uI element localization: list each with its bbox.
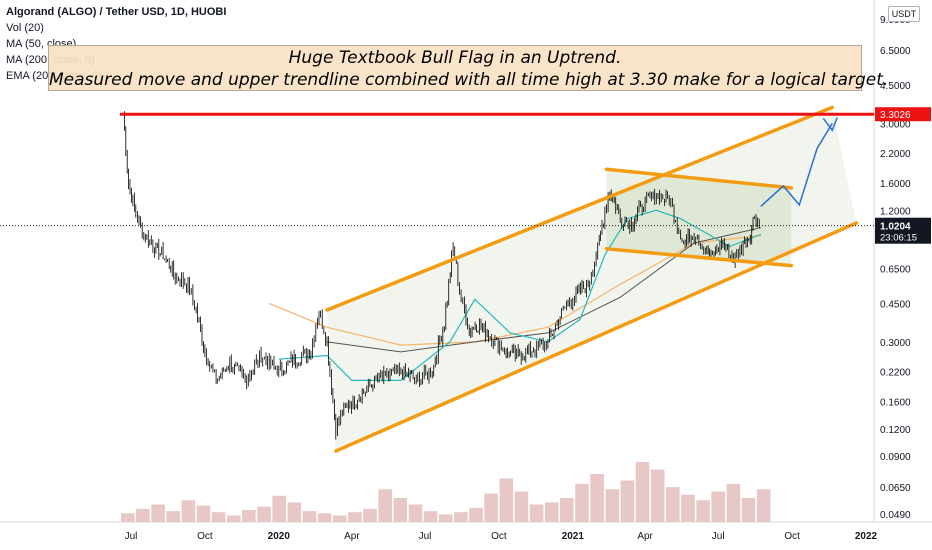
currency-label[interactable]: USDT [888,6,920,22]
volume-bar [272,495,286,522]
price-tick-label: 0.0900 [880,452,911,463]
price-tick-label: 3.0000 [880,119,911,130]
legend-volume: Vol (20) [6,22,44,34]
lower-channel-trendline [334,221,859,453]
volume-bar [211,512,226,522]
time-tick-label: Jul [712,531,725,542]
price-tick-label: 0.6500 [880,265,911,276]
volume-bar [227,515,241,522]
volume-bar [151,504,165,522]
time-tick-label: Apr [637,531,653,542]
volume-bar [333,515,347,522]
volume-bar [242,510,256,522]
volume-bar [620,480,635,522]
price-tick-label: 1.6000 [880,179,911,190]
volume-bar [136,508,150,522]
time-tick-label: Jul [125,531,138,542]
time-tick-label: Apr [344,531,360,542]
volume-bar [696,500,710,522]
volume-bar [635,462,650,522]
volume-bar [469,507,483,522]
volume-bar [166,511,180,522]
volume-bar [423,511,438,522]
price-tick-label: 2.2000 [880,149,911,160]
time-tick-label: 2022 [855,531,878,542]
price-tick-label: 0.0490 [880,510,911,521]
volume-bar [666,487,680,522]
ema200-line [268,234,761,346]
time-tick-label: Oct [197,531,213,542]
annotation-line-1: Huge Textbook Bull Flag in an Uptrend. [288,48,622,68]
volume-bar [499,478,514,522]
volume-bar [378,489,392,522]
volume-bar [605,489,620,522]
volume-bar [575,483,589,522]
ath-price-tag-label: 3.3026 [880,110,911,121]
volume-bar [181,500,196,522]
volume-bar [121,513,135,522]
current-price-label: 1.0204 [880,222,911,233]
volume-bar [756,489,771,522]
price-tick-label: 0.1200 [880,425,911,436]
time-tick-label: 2020 [268,531,291,542]
flag-lower-trendline [604,247,794,268]
annotation-line-2: Measured move and upper trendline combin… [49,70,889,90]
price-axis-bg [874,0,932,550]
price-tick-label: 6.5000 [880,46,911,57]
time-tick-label: Jul [419,531,432,542]
volume-bar [726,483,741,522]
bar-countdown-label: 23:06:15 [880,233,917,244]
volume-bar [650,469,665,522]
volume-bar [196,505,211,522]
time-tick-label: 2021 [562,531,585,542]
volume-bar [317,513,332,522]
volume-bar [544,502,559,522]
price-tick-label: 0.1600 [880,398,911,409]
symbol-title: Algorand (ALGO) / Tether USD, 1D, HUOBI [6,6,227,18]
volume-bar [408,504,423,522]
price-candles [124,111,760,440]
volume-bar [257,506,271,522]
price-tick-label: 4.5000 [880,81,911,92]
channel-fill [327,107,857,452]
volume-bar [287,502,302,522]
volume-bar [302,511,317,522]
flag-upper-trendline [604,167,794,190]
ath-price-tag [875,107,931,122]
price-tick-label: 0.3000 [880,338,911,349]
volume-bar [438,514,453,522]
volume-bar [484,493,498,522]
volume-bar [529,504,544,522]
volume-bar [348,512,362,522]
volume-bar [711,491,725,522]
projection-arrowhead [822,117,838,132]
time-tick-label: Oct [784,531,800,542]
volume-bar [681,494,695,522]
volume-bar [454,512,468,522]
current-price-tag [875,217,931,244]
upper-channel-trendline [325,105,835,312]
volume-bar [560,498,574,522]
price-tick-label: 0.0650 [880,483,911,494]
time-tick-label: Oct [491,531,507,542]
price-tick-label: 0.4500 [880,299,911,310]
volume-bar [514,491,529,522]
ma50-line [278,209,762,381]
price-tick-label: 1.2000 [880,206,911,217]
projection-arrow [760,122,833,207]
price-tick-label: 0.2200 [880,367,911,378]
volume-bar [590,474,604,522]
volume-bar [741,498,756,522]
volume-bar [363,508,377,522]
annotation-box: Huge Textbook Bull Flag in an Uptrend. M… [48,45,889,91]
volume-bar [393,498,408,522]
